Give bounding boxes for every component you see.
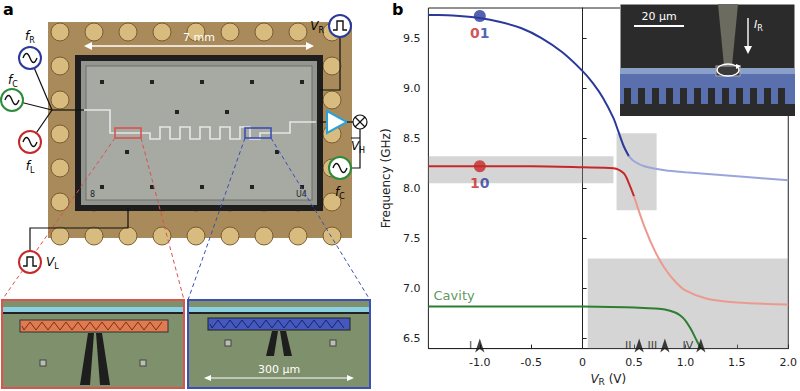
svg-text:U4: U4 <box>296 190 307 199</box>
svg-text:fC: fC <box>8 73 18 89</box>
svg-text:a: a <box>3 0 14 19</box>
svg-text:III: III <box>647 339 657 352</box>
svg-text:fR: fR <box>25 29 35 45</box>
svg-text:300 μm: 300 μm <box>258 363 300 376</box>
svg-text:-1.0: -1.0 <box>469 356 490 369</box>
svg-text:Cavity: Cavity <box>434 288 475 303</box>
svg-text:Frequency (GHz): Frequency (GHz) <box>379 128 393 228</box>
svg-text:7 mm: 7 mm <box>183 31 215 44</box>
svg-text:fC: fC <box>335 185 345 201</box>
svg-text:9.0: 9.0 <box>403 82 421 95</box>
svg-text:6.5: 6.5 <box>403 332 421 345</box>
svg-text:8.5: 8.5 <box>403 132 421 145</box>
svg-text:fL: fL <box>26 159 35 175</box>
svg-text:-0.5: -0.5 <box>520 356 541 369</box>
svg-text:II: II <box>625 339 632 352</box>
svg-text:IV: IV <box>682 339 693 352</box>
svg-text:1.0: 1.0 <box>677 356 695 369</box>
svg-text:1: 1 <box>470 175 480 191</box>
svg-text:7.0: 7.0 <box>403 282 421 295</box>
svg-text:8: 8 <box>90 190 95 199</box>
svg-text:I: I <box>469 339 472 352</box>
svg-text:VL: VL <box>46 255 59 271</box>
svg-text:1.5: 1.5 <box>728 356 746 369</box>
html-text:VR: VR <box>590 371 605 387</box>
svg-text:9.5: 9.5 <box>403 32 421 45</box>
svg-text:0: 0 <box>579 356 586 369</box>
svg-text:VH: VH <box>351 139 365 155</box>
svg-text:0.5: 0.5 <box>625 356 643 369</box>
svg-text:IR: IR <box>754 18 763 33</box>
svg-text:8.0: 8.0 <box>403 182 421 195</box>
svg-text:2.0: 2.0 <box>780 356 798 369</box>
svg-text:20 μm: 20 μm <box>641 10 676 23</box>
html-text:b: b <box>392 0 404 19</box>
svg-text:(V): (V) <box>605 372 626 386</box>
svg-text:0: 0 <box>470 25 480 41</box>
svg-text:0: 0 <box>480 175 490 191</box>
svg-text:VR: VR <box>310 19 324 35</box>
svg-text:7.5: 7.5 <box>403 232 421 245</box>
svg-text:1: 1 <box>480 25 490 41</box>
